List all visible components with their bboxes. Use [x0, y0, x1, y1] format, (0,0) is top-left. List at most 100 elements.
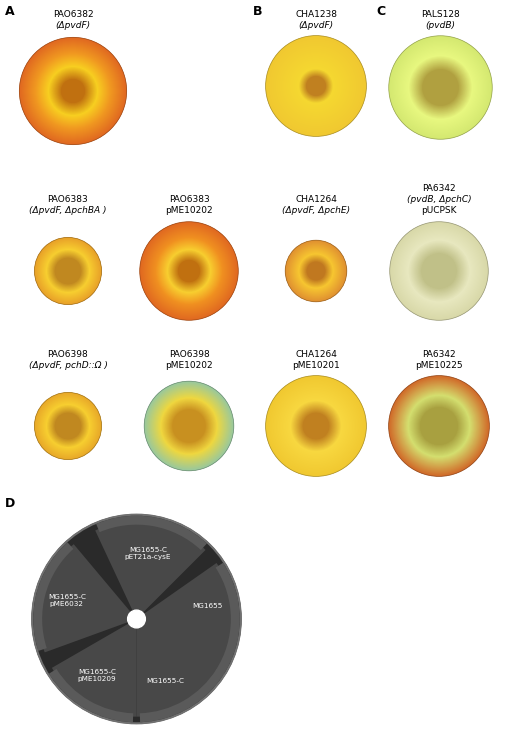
Circle shape — [401, 233, 477, 309]
Circle shape — [421, 408, 457, 444]
Circle shape — [57, 75, 89, 107]
Circle shape — [275, 385, 357, 467]
Circle shape — [35, 393, 101, 459]
Circle shape — [304, 259, 328, 284]
Circle shape — [298, 409, 333, 443]
Circle shape — [169, 251, 210, 292]
Circle shape — [423, 70, 459, 105]
Circle shape — [407, 239, 471, 304]
Circle shape — [414, 401, 464, 451]
Circle shape — [390, 222, 488, 320]
Circle shape — [292, 402, 340, 450]
Circle shape — [415, 247, 463, 295]
Circle shape — [394, 226, 483, 315]
Circle shape — [165, 247, 213, 295]
Circle shape — [281, 51, 351, 121]
Circle shape — [53, 71, 93, 112]
Circle shape — [285, 395, 347, 457]
Circle shape — [300, 71, 332, 101]
Circle shape — [301, 71, 330, 101]
Circle shape — [34, 392, 102, 459]
Circle shape — [273, 43, 359, 129]
Circle shape — [395, 43, 485, 132]
Circle shape — [171, 253, 207, 289]
Circle shape — [36, 394, 100, 458]
Circle shape — [405, 392, 473, 459]
Circle shape — [414, 401, 464, 451]
Circle shape — [167, 249, 211, 293]
Circle shape — [393, 380, 485, 472]
Circle shape — [422, 254, 456, 288]
Circle shape — [149, 231, 229, 311]
Circle shape — [41, 60, 105, 123]
Circle shape — [301, 411, 331, 441]
Circle shape — [54, 412, 82, 440]
Circle shape — [177, 259, 201, 283]
Circle shape — [299, 409, 332, 442]
Circle shape — [417, 404, 461, 448]
Circle shape — [419, 406, 459, 446]
Circle shape — [290, 245, 342, 297]
Circle shape — [49, 407, 86, 445]
Circle shape — [415, 62, 466, 112]
Circle shape — [306, 260, 327, 282]
Circle shape — [299, 69, 333, 103]
Circle shape — [402, 49, 479, 126]
Circle shape — [171, 253, 207, 289]
Circle shape — [295, 405, 337, 447]
Circle shape — [278, 48, 354, 124]
Circle shape — [48, 66, 98, 115]
Circle shape — [170, 407, 208, 445]
Circle shape — [412, 399, 466, 453]
Circle shape — [288, 58, 344, 114]
Circle shape — [271, 381, 362, 471]
Circle shape — [61, 79, 85, 104]
Circle shape — [53, 411, 83, 441]
Circle shape — [53, 256, 83, 286]
Text: C: C — [376, 5, 385, 18]
Circle shape — [400, 47, 481, 128]
Circle shape — [52, 409, 84, 442]
Circle shape — [49, 253, 86, 290]
Circle shape — [23, 40, 123, 141]
Circle shape — [269, 38, 364, 134]
Circle shape — [38, 240, 98, 301]
Circle shape — [148, 385, 230, 467]
Circle shape — [420, 251, 459, 290]
Circle shape — [168, 405, 210, 447]
Circle shape — [419, 406, 460, 446]
Circle shape — [408, 395, 470, 457]
Circle shape — [55, 412, 81, 440]
Text: pME10202: pME10202 — [165, 361, 213, 370]
Circle shape — [25, 43, 121, 139]
Circle shape — [410, 57, 471, 118]
Circle shape — [296, 251, 336, 290]
Circle shape — [409, 241, 469, 301]
Circle shape — [303, 258, 329, 284]
Circle shape — [45, 63, 101, 119]
Circle shape — [42, 400, 94, 452]
Circle shape — [288, 243, 343, 298]
Circle shape — [389, 36, 492, 139]
Circle shape — [35, 238, 101, 304]
Circle shape — [39, 398, 96, 454]
Circle shape — [148, 231, 229, 312]
Circle shape — [400, 387, 477, 465]
Circle shape — [172, 409, 207, 443]
Text: CHA1264: CHA1264 — [295, 350, 337, 359]
Circle shape — [279, 389, 353, 463]
Circle shape — [304, 259, 328, 283]
Circle shape — [397, 384, 481, 467]
Circle shape — [274, 44, 358, 128]
Text: PA6342: PA6342 — [422, 350, 456, 359]
Circle shape — [305, 259, 327, 282]
Circle shape — [298, 68, 334, 104]
Circle shape — [165, 401, 214, 451]
Circle shape — [292, 247, 340, 295]
Circle shape — [409, 396, 469, 456]
Circle shape — [293, 248, 339, 294]
Circle shape — [149, 387, 229, 465]
Circle shape — [418, 249, 461, 293]
Circle shape — [168, 405, 210, 447]
Circle shape — [37, 240, 98, 301]
